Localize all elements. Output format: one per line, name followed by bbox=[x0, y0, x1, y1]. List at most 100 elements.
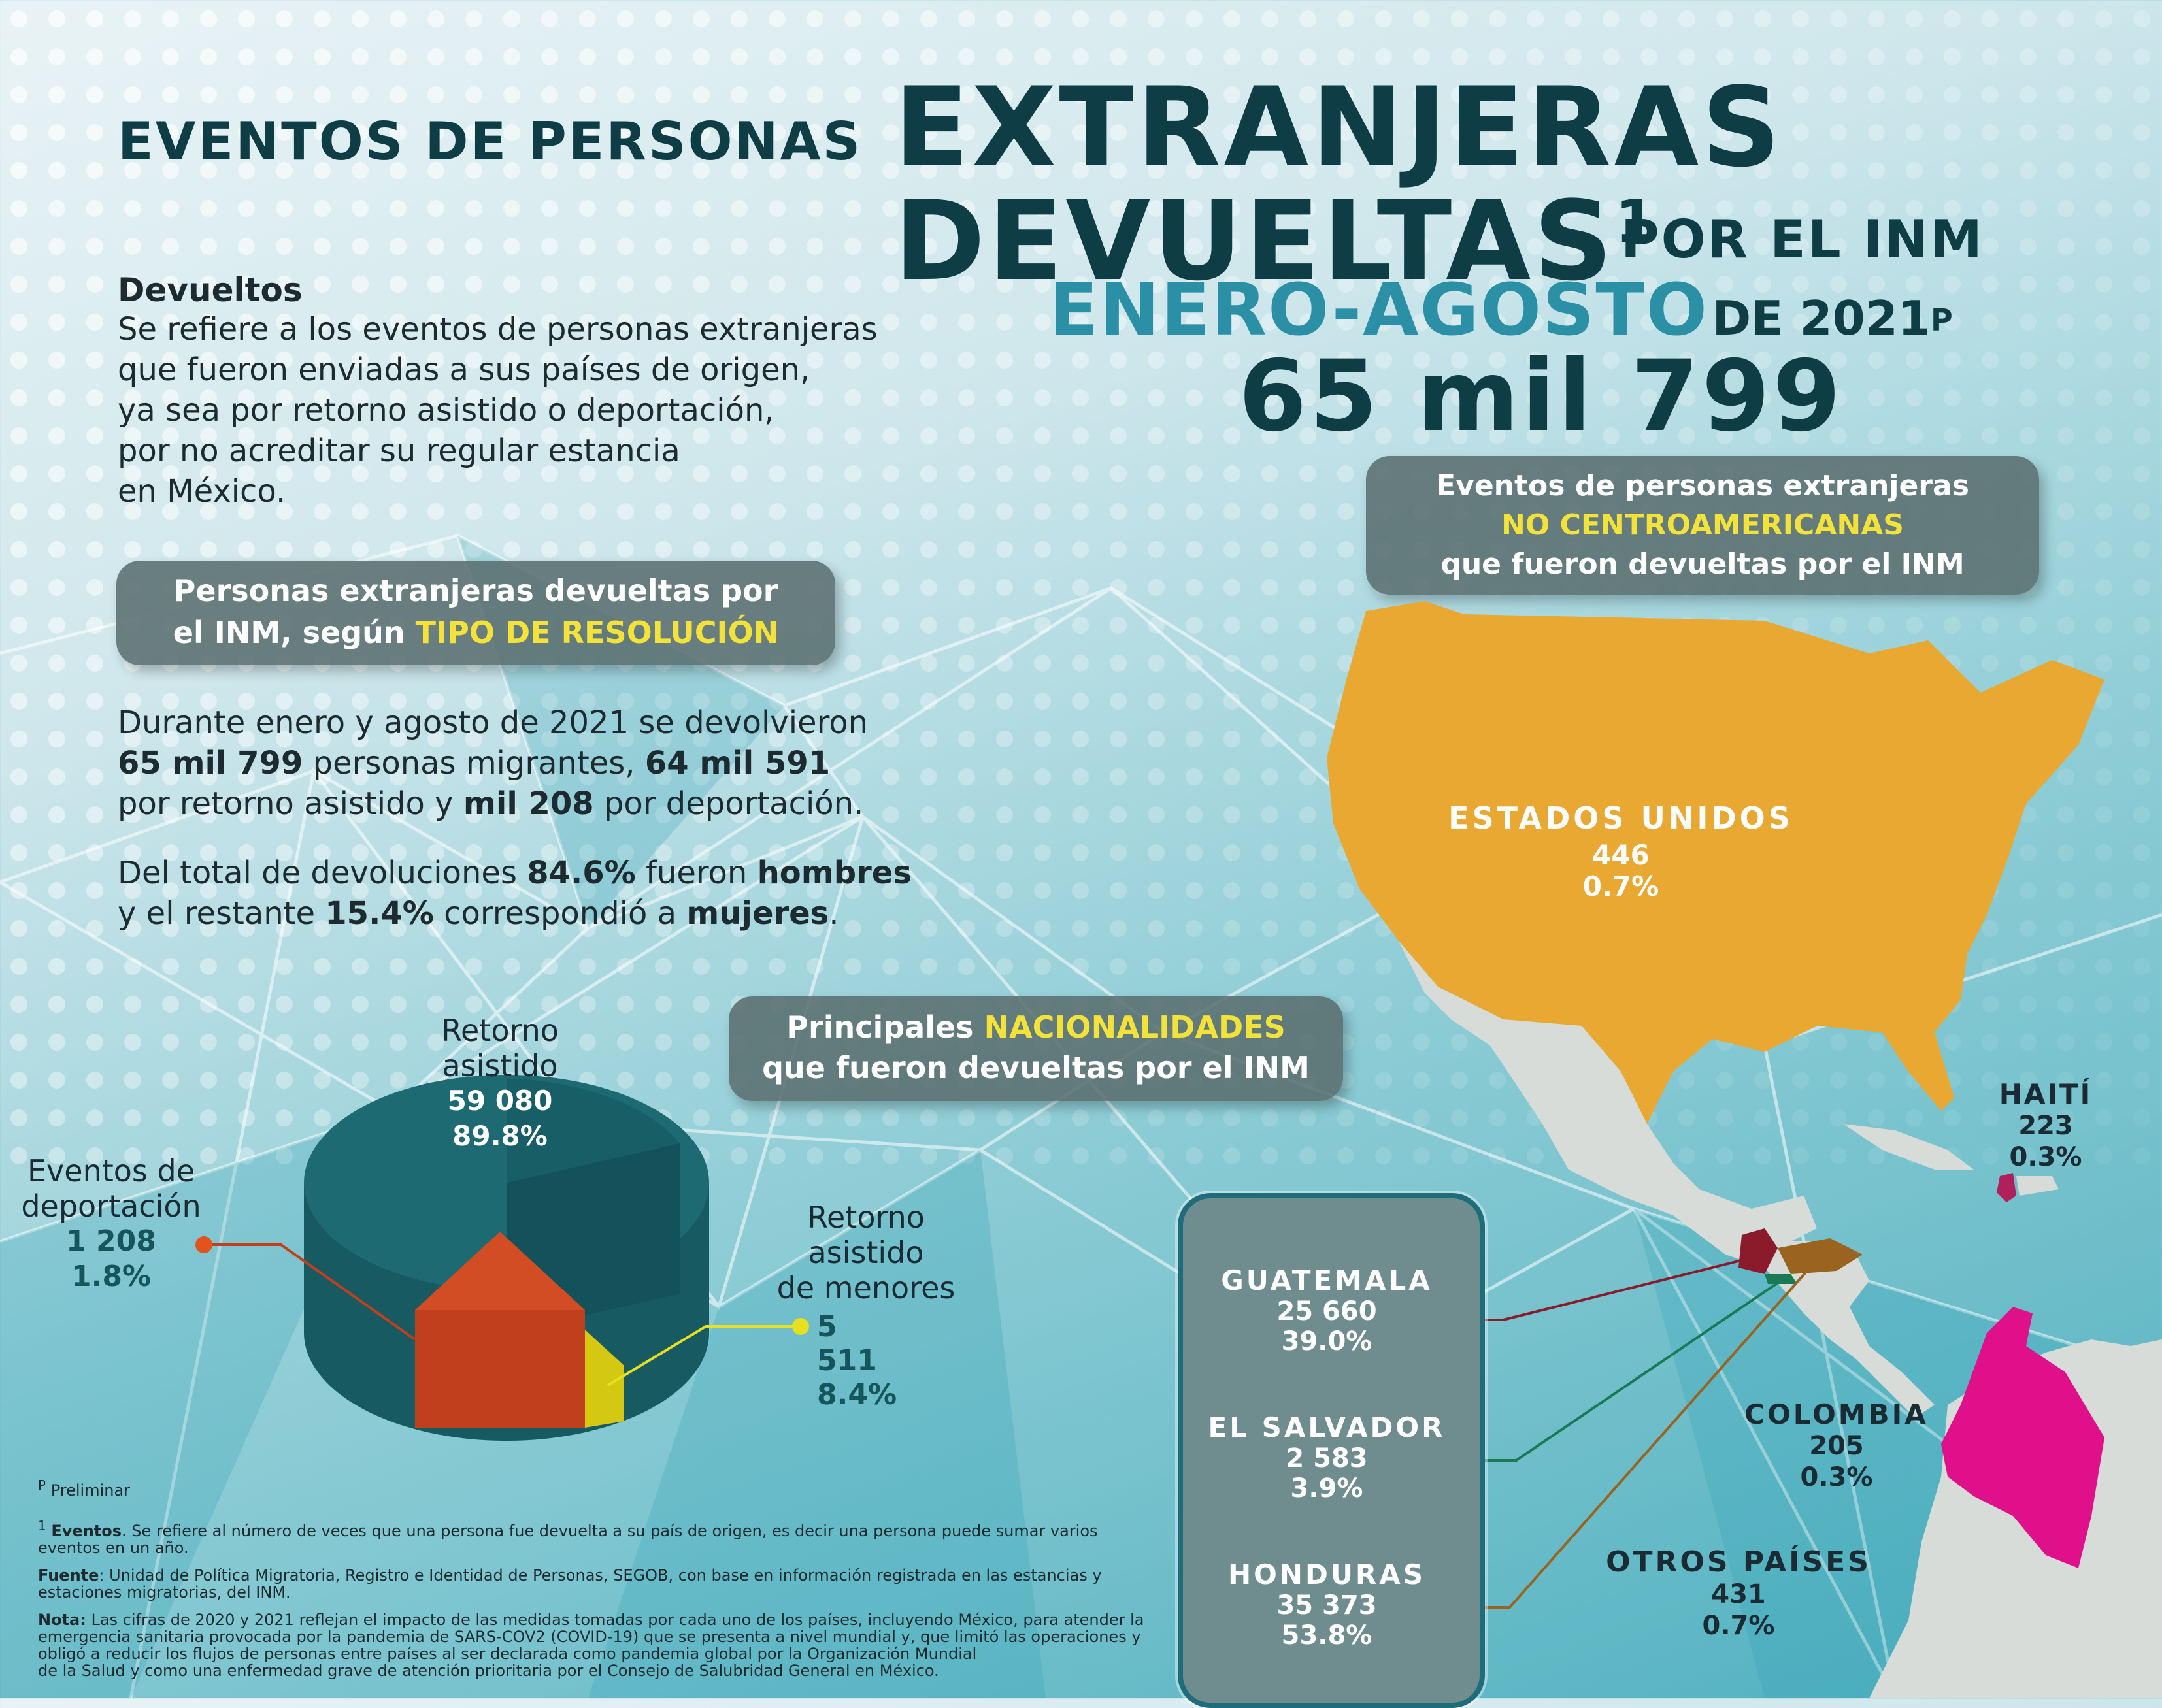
central-el-salvador: EL SALVADOR 2 583 3.9% bbox=[1183, 1411, 1471, 1503]
pie-slice-deportacion-top bbox=[415, 1232, 585, 1310]
note-fuente: Fuente: Unidad de Política Migratoria, R… bbox=[38, 1567, 1175, 1584]
central-percent: 3.9% bbox=[1290, 1473, 1363, 1503]
resolution-pill-highlight: TIPO DE RESOLUCIÓN bbox=[415, 615, 779, 650]
pie-label-text: Retorno bbox=[441, 1013, 559, 1048]
summary-bold: hombres bbox=[757, 855, 912, 891]
note-bold: Fuente bbox=[38, 1566, 99, 1585]
map-honduras bbox=[1778, 1238, 1863, 1274]
title-period: ENERO-AGOSTO DE 2021P bbox=[1049, 268, 1953, 352]
pie-value: 5 511 bbox=[817, 1310, 877, 1377]
country-name: OTROS PAÍSES bbox=[1606, 1545, 1871, 1579]
nationalities-pill-highlight: NACIONALIDADES bbox=[984, 1010, 1286, 1045]
note-bold: Eventos bbox=[51, 1522, 122, 1540]
note-sup: 1 bbox=[38, 1518, 46, 1534]
country-name: HAITÍ bbox=[1999, 1078, 2093, 1110]
note-text: estaciones migratorias, del INM. bbox=[38, 1583, 291, 1601]
title-line1: EVENTOS DE PERSONAS bbox=[118, 111, 863, 172]
summary-bold: mujeres bbox=[686, 895, 829, 932]
note-bold: Nota: bbox=[38, 1611, 86, 1629]
non-central-pill-line1: Eventos de personas extranjeras bbox=[1436, 469, 1969, 502]
central-honduras: HONDURAS 35 373 53.8% bbox=[1183, 1558, 1471, 1651]
pie-label-menores: Retorno asistido de menores bbox=[761, 1200, 971, 1306]
nationalities-pill-pre: Principales bbox=[786, 1010, 974, 1045]
pie-top-inner bbox=[507, 1078, 680, 1183]
definition-line: Se refiere a los eventos de personas ext… bbox=[118, 311, 878, 348]
definition-line: que fueron enviadas a sus países de orig… bbox=[118, 352, 810, 388]
connector-el-salvador bbox=[1456, 1279, 1782, 1462]
summary-p2-l2: y el restante 15.4% correspondió a mujer… bbox=[118, 893, 912, 934]
pie-slice-menores bbox=[585, 1330, 624, 1428]
summary-p1-l1: Durante enero y agosto de 2021 se devolv… bbox=[118, 704, 869, 741]
resolution-pill: Personas extranjeras devueltas por el IN… bbox=[116, 561, 835, 665]
note-text: Preliminar bbox=[50, 1481, 131, 1500]
definition-title: Devueltos bbox=[118, 271, 303, 309]
note-text: emergencia sanitaria provocada por la pa… bbox=[38, 1628, 1141, 1646]
leader-line-deportacion bbox=[204, 1243, 416, 1341]
map-dominican-republic bbox=[2016, 1176, 2059, 1196]
pie-label-text: Eventos de bbox=[27, 1153, 195, 1189]
note-text: obligó a reducir los flujos de personas … bbox=[38, 1645, 977, 1663]
note-nota: Nota: Las cifras de 2020 y 2021 reflejan… bbox=[38, 1611, 1175, 1628]
summary-text: Del total de devoluciones bbox=[118, 855, 527, 891]
leader-line-menores bbox=[607, 1325, 801, 1387]
central-value: 25 660 bbox=[1276, 1296, 1377, 1326]
central-value: 35 373 bbox=[1276, 1590, 1377, 1620]
note-sup: P bbox=[38, 1477, 46, 1493]
note-preliminar: P Preliminar bbox=[38, 1477, 1175, 1499]
country-value: 205 bbox=[1809, 1431, 1864, 1461]
total-count: 65 mil 799 bbox=[1239, 340, 1844, 453]
note-text: : Unidad de Política Migratoria, Registr… bbox=[99, 1566, 1102, 1585]
central-name: HONDURAS bbox=[1227, 1558, 1426, 1590]
title-line3-main: DEVUELTAS bbox=[894, 177, 1616, 305]
summary-bold: 15.4% bbox=[325, 895, 434, 932]
resolution-pill-pre: el INM, según bbox=[173, 615, 405, 650]
title-line3: DEVUELTAS1 bbox=[894, 173, 1659, 296]
pie-label-text: asistido bbox=[442, 1048, 558, 1083]
country-haiti: HAITÍ 223 0.3% bbox=[1980, 1078, 2111, 1173]
summary-bold: 65 mil 799 bbox=[118, 745, 303, 781]
note-text: Las cifras de 2020 y 2021 reflejan el im… bbox=[86, 1611, 1144, 1629]
definition-line: en México. bbox=[118, 473, 286, 510]
summary-text: . bbox=[829, 895, 839, 932]
note-text: eventos en un año. bbox=[38, 1539, 189, 1557]
summary-bold: 84.6% bbox=[527, 855, 636, 891]
country-percent: 0.3% bbox=[1800, 1462, 1873, 1492]
definition-line: ya sea por retorno asistido o deportació… bbox=[118, 392, 774, 429]
map-mexico bbox=[1399, 941, 1817, 1268]
central-name: GUATEMALA bbox=[1221, 1264, 1433, 1296]
country-name: COLOMBIA bbox=[1744, 1398, 1929, 1430]
country-value: 446 bbox=[1592, 839, 1650, 871]
non-central-pill-line3: que fueron devueltas por el INM bbox=[1440, 548, 1965, 581]
nationalities-pill-line2: que fueron devueltas por el INM bbox=[762, 1050, 1310, 1085]
definition-line: por no acreditar su regular estancia bbox=[118, 433, 680, 469]
summary-p1-l2: 65 mil 799 personas migrantes, 64 mil 59… bbox=[118, 743, 912, 783]
central-value: 2 583 bbox=[1286, 1443, 1368, 1473]
pie-value: 1 208 bbox=[66, 1224, 156, 1258]
central-guatemala: GUATEMALA 25 660 39.0% bbox=[1183, 1264, 1471, 1356]
summary-text: correspondió a bbox=[433, 895, 687, 932]
summary-text: personas migrantes, bbox=[303, 745, 645, 781]
map-central-america bbox=[1765, 1241, 1935, 1418]
pie-label-retorno: Retorno asistido 59 080 89.8% bbox=[405, 1013, 595, 1154]
central-percent: 53.8% bbox=[1281, 1620, 1372, 1651]
map-cuba bbox=[1843, 1124, 1974, 1170]
summary-p2-l1: Del total de devoluciones 84.6% fueron h… bbox=[118, 853, 912, 893]
map-usa bbox=[1327, 601, 2104, 1124]
title-line2: EXTRANJERAS bbox=[894, 63, 1784, 191]
note-text: de la Salud y como una enfermedad grave … bbox=[38, 1662, 939, 1680]
nationalities-pill: Principales NACIONALIDADES que fueron de… bbox=[729, 996, 1343, 1101]
leader-dot-deportacion bbox=[195, 1236, 212, 1253]
leader-dot-menores bbox=[792, 1318, 809, 1335]
summary-text: por retorno asistido y bbox=[118, 785, 463, 822]
country-colombia: COLOMBIA 205 0.3% bbox=[1738, 1398, 1935, 1493]
title-period-sup: P bbox=[1930, 302, 1953, 338]
country-percent: 0.7% bbox=[1582, 870, 1659, 902]
summary-text: y el restante bbox=[118, 895, 325, 932]
footnotes: P Preliminar 1 Eventos. Se refiere al nú… bbox=[38, 1477, 1175, 1679]
pie-percent: 89.8% bbox=[452, 1120, 548, 1152]
central-america-panel bbox=[1178, 1193, 1485, 1708]
map-guatemala bbox=[1738, 1228, 1778, 1274]
note-eventos: 1 Eventos. Se refiere al número de veces… bbox=[38, 1517, 1175, 1539]
